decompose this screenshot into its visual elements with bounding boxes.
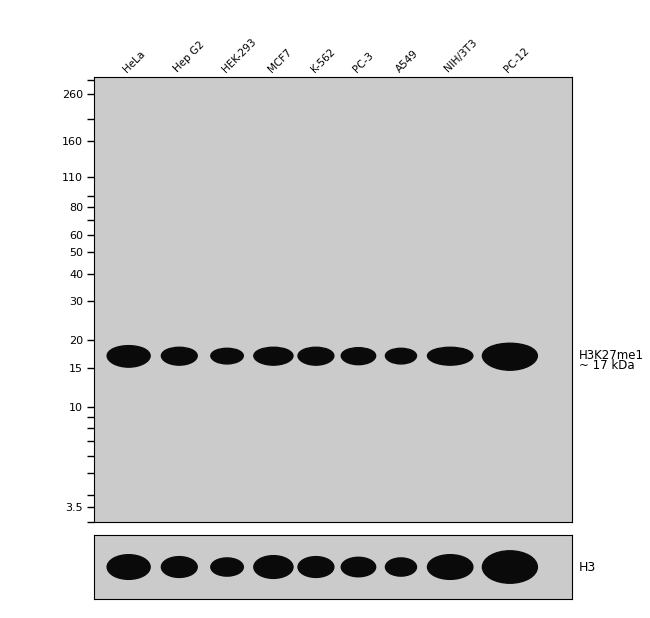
Ellipse shape bbox=[436, 557, 465, 570]
Ellipse shape bbox=[482, 343, 538, 370]
Ellipse shape bbox=[107, 555, 150, 579]
Ellipse shape bbox=[254, 347, 293, 365]
Ellipse shape bbox=[385, 349, 417, 364]
Text: K-562: K-562 bbox=[309, 46, 337, 74]
Text: HEK-293: HEK-293 bbox=[220, 36, 258, 74]
Ellipse shape bbox=[116, 348, 146, 361]
Ellipse shape bbox=[341, 557, 376, 577]
Text: Hep G2: Hep G2 bbox=[172, 40, 207, 74]
Ellipse shape bbox=[348, 559, 370, 569]
Ellipse shape bbox=[385, 558, 417, 576]
Ellipse shape bbox=[390, 350, 412, 359]
Ellipse shape bbox=[161, 347, 197, 365]
Ellipse shape bbox=[341, 348, 376, 365]
Text: PC-12: PC-12 bbox=[503, 46, 532, 74]
Ellipse shape bbox=[298, 347, 334, 365]
Ellipse shape bbox=[305, 558, 328, 570]
Ellipse shape bbox=[211, 349, 243, 364]
Ellipse shape bbox=[161, 557, 197, 577]
Text: ~ 17 kDa: ~ 17 kDa bbox=[579, 360, 635, 373]
Ellipse shape bbox=[261, 349, 289, 360]
Ellipse shape bbox=[491, 553, 526, 571]
Ellipse shape bbox=[168, 349, 192, 360]
Ellipse shape bbox=[435, 349, 467, 360]
Ellipse shape bbox=[254, 556, 293, 578]
Ellipse shape bbox=[107, 345, 150, 367]
Ellipse shape bbox=[304, 349, 329, 360]
Ellipse shape bbox=[117, 557, 145, 570]
Text: A549: A549 bbox=[394, 48, 420, 74]
Text: HeLa: HeLa bbox=[122, 49, 147, 74]
Ellipse shape bbox=[211, 558, 243, 576]
Ellipse shape bbox=[347, 350, 371, 360]
Ellipse shape bbox=[482, 551, 538, 583]
Text: H3: H3 bbox=[579, 561, 597, 574]
Ellipse shape bbox=[298, 557, 334, 577]
Text: MCF7: MCF7 bbox=[266, 47, 294, 74]
Ellipse shape bbox=[391, 559, 411, 569]
Text: NIH/3T3: NIH/3T3 bbox=[443, 38, 480, 74]
Ellipse shape bbox=[216, 350, 239, 359]
Ellipse shape bbox=[428, 555, 473, 579]
Text: H3K27me1: H3K27me1 bbox=[579, 349, 644, 362]
Ellipse shape bbox=[262, 557, 287, 570]
Ellipse shape bbox=[428, 347, 473, 365]
Text: PC-3: PC-3 bbox=[352, 50, 376, 74]
Ellipse shape bbox=[216, 559, 238, 569]
Ellipse shape bbox=[168, 558, 192, 570]
Ellipse shape bbox=[489, 347, 528, 363]
